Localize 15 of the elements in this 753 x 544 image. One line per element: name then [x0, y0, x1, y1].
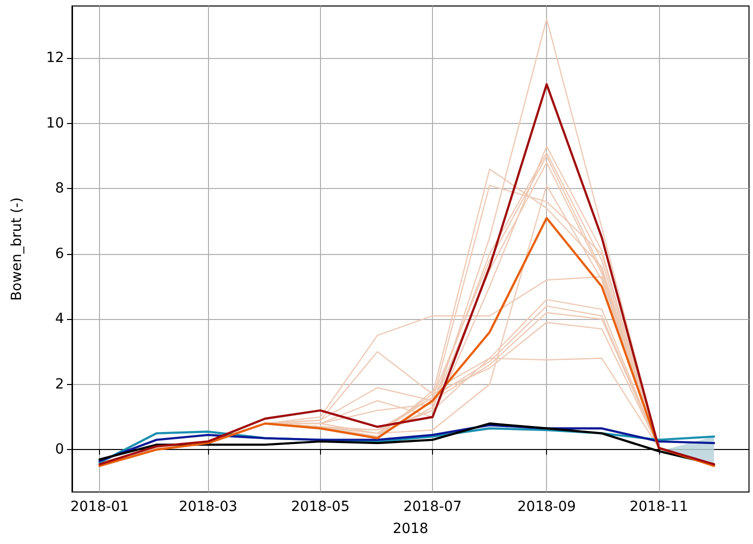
y-tick-label: 10	[46, 115, 64, 132]
x-tick-label: 2018-05	[291, 499, 350, 515]
y-axis-title: Bowen_brut (-)	[9, 197, 25, 301]
y-tick-label: 0	[55, 442, 64, 458]
y-tick-label: 2	[55, 376, 64, 392]
x-tick-label: 2018-01	[70, 499, 129, 515]
x-tick-label: 2018-11	[630, 499, 688, 515]
y-tick-label: 6	[55, 246, 64, 262]
y-tick-label: 12	[46, 50, 64, 66]
y-tick-label: 4	[55, 311, 64, 328]
x-tick-label: 2018-07	[403, 499, 462, 515]
x-axis-title: 2018	[392, 521, 428, 537]
x-tick-label: 2018-09	[517, 499, 576, 515]
y-tick-label: 8	[55, 180, 64, 197]
x-tick-label: 2018-03	[178, 499, 238, 515]
